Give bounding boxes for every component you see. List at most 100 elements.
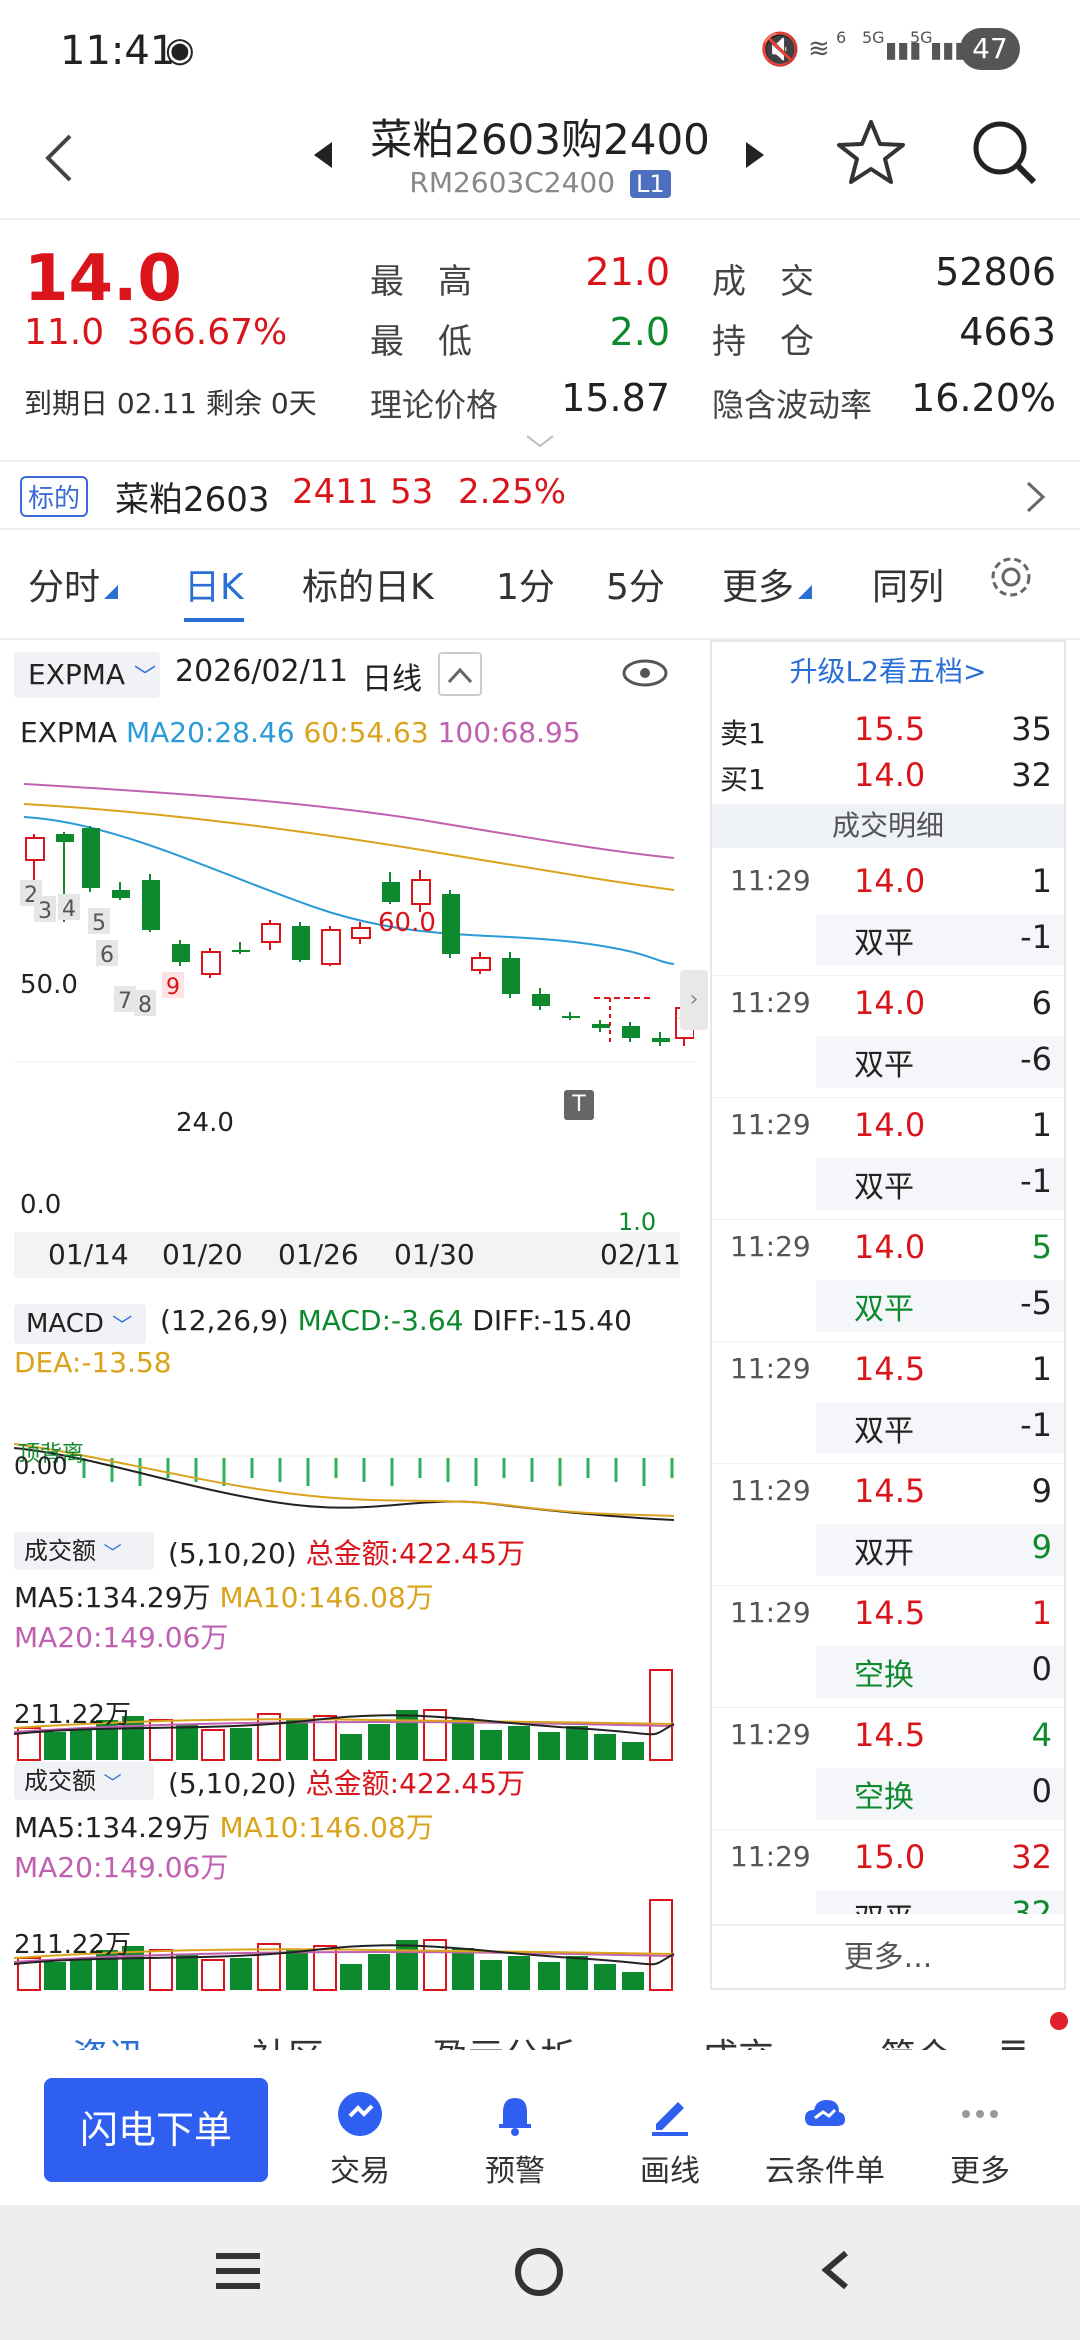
y-label-0: 0.0 (20, 1190, 62, 1220)
high-label: 最 高 (370, 262, 472, 302)
volume-bar-up (149, 1719, 173, 1761)
notification-dot (1050, 2012, 1068, 2030)
candle-number-bg (114, 986, 136, 1012)
volume-bar-down (594, 1734, 616, 1760)
volume-bar-down (622, 1742, 644, 1760)
tab-same-column[interactable]: 同列 (872, 567, 945, 608)
volume-chart-1[interactable] (14, 1662, 680, 1762)
tab-1min[interactable]: 1分 (496, 567, 555, 608)
back-nav-icon[interactable] (814, 2245, 864, 2295)
trade-button[interactable]: 交易 (285, 2090, 435, 2190)
tab-more[interactable]: 更多 (722, 558, 813, 610)
trade-icon (338, 2092, 382, 2136)
volume-bar-up (149, 1949, 173, 1991)
order-book-panel: 升级L2看五档> 卖1 15.5 35 买1 14.0 32 成交明细 11:2… (710, 640, 1066, 1990)
trade-time: 11:29 (730, 1840, 811, 1873)
date-axis: 01/14 01/20 01/26 01/30 02/11 (14, 1232, 681, 1278)
volume-bar-down (286, 1950, 308, 1990)
cloud-order-button[interactable]: 云条件单 (750, 2090, 900, 2190)
ma60-line (23, 803, 675, 891)
expand-chevron-icon[interactable] (525, 434, 555, 450)
battery-badge: 47 (960, 28, 1020, 70)
trade-price: 15.0 (854, 1838, 926, 1876)
search-icon[interactable] (970, 118, 1040, 188)
candle-number-bg (162, 972, 184, 998)
macd-chart[interactable] (14, 1396, 680, 1526)
draw-button[interactable]: 画线 (595, 2090, 745, 2190)
volume-ma-legend-2: MA5:134.29万 MA10:146.08万 (14, 1811, 434, 1844)
trade-price: 14.0 (854, 1106, 926, 1144)
trade-volume: 1 (1031, 862, 1052, 900)
candle-number-bg (134, 990, 156, 1016)
tab-5min[interactable]: 5分 (606, 567, 665, 608)
volume-label: 成 交 (712, 262, 814, 302)
flash-order-button[interactable]: 闪电下单 (44, 2078, 268, 2182)
level-badge: L1 (629, 170, 671, 198)
more-actions-button[interactable]: 更多 (905, 2090, 1055, 2190)
home-icon[interactable] (512, 2245, 566, 2299)
signal-5g-1: 5G (862, 28, 885, 47)
bell-icon (499, 2098, 531, 2136)
volume-bar-down (508, 1726, 530, 1760)
chevron-up-icon (447, 667, 473, 684)
volume-ma20-1: MA20:149.06万 (14, 1621, 229, 1654)
trade-volume: 9 (1031, 1472, 1052, 1510)
candle-number: 5 (92, 911, 106, 936)
trade-time: 11:29 (730, 1474, 811, 1507)
eye-icon[interactable] (620, 656, 670, 690)
y-label-50: 50.0 (20, 970, 78, 1000)
volume-bar-down (566, 1726, 588, 1760)
underlying-change: 53 (390, 472, 434, 512)
contract-code: RM2603C2400 (409, 166, 616, 199)
panel-toggle-handle[interactable]: › (680, 970, 708, 1030)
more-trades-button[interactable]: 更多... (712, 1924, 1064, 1988)
candle-up (471, 957, 491, 971)
collapse-chart-button[interactable] (438, 652, 482, 696)
volume-ma20-2: MA20:149.06万 (14, 1851, 229, 1884)
candle-down (562, 1016, 580, 1018)
tab-underlying-daily-k[interactable]: 标的日K (302, 567, 434, 608)
prev-contract-icon[interactable] (312, 140, 336, 170)
bid-price: 14.0 (854, 756, 926, 794)
settings-gear-icon[interactable] (988, 554, 1034, 600)
macd-dropdown[interactable]: MACD ﹀ (14, 1304, 146, 1344)
upgrade-l2-link[interactable]: 升级L2看五档> (789, 655, 987, 688)
alert-button[interactable]: 预警 (440, 2090, 590, 2190)
trade-oi: 0 (1031, 1650, 1052, 1688)
mid-annotation: 24.0 (176, 1108, 234, 1138)
trade-time: 11:29 (730, 1230, 811, 1263)
volume-ma5-line (14, 1714, 675, 1736)
candle-down (442, 894, 460, 954)
star-icon[interactable] (836, 118, 906, 188)
status-time: 11:41 (60, 28, 176, 74)
tab-timeshare[interactable]: 分时 (28, 558, 119, 610)
volume-bar-down (396, 1940, 418, 1990)
trade-time: 11:29 (730, 864, 811, 897)
volume-chart-2[interactable] (14, 1892, 680, 1992)
wifi-icon: ≋ (808, 34, 830, 64)
tab-daily-k[interactable]: 日K (184, 558, 244, 622)
volume-dropdown-1[interactable]: 成交额 ﹀ (14, 1532, 154, 1570)
trade-volume: 5 (1031, 1228, 1052, 1266)
volume-dropdown-2[interactable]: 成交额 ﹀ (14, 1762, 154, 1800)
trade-type-strip (816, 1158, 1064, 1210)
system-nav-bar (0, 2205, 1080, 2340)
trade-list[interactable]: 11:29 14.0 1 双平 -1 11:29 14.0 6 双平 -6 11:29 14.0 1 双平… (712, 854, 1064, 1914)
candle-down (532, 994, 550, 1006)
trade-type-strip (816, 1280, 1064, 1332)
underlying-row[interactable]: 标的 菜粕2603 2411 53 2.25% (0, 462, 1080, 530)
recent-apps-icon[interactable] (214, 2249, 262, 2293)
next-contract-icon[interactable] (742, 140, 766, 170)
trade-type: 双开 (854, 1536, 914, 1571)
volume-legend-1: (5,10,20) 总金额:422.45万 (168, 1537, 526, 1570)
candle-number: 6 (100, 943, 114, 968)
app-header: 菜粕2603购2400 RM2603C2400 L1 (0, 100, 1080, 220)
trade-oi: -5 (1020, 1284, 1052, 1322)
volume-bar-down (70, 1730, 92, 1760)
underlying-price: 2411 (292, 472, 379, 512)
oi-value: 4663 (959, 310, 1056, 354)
back-icon[interactable] (40, 128, 80, 188)
indicator-dropdown[interactable]: EXPMA ﹀ (14, 652, 160, 698)
macd-zero-label: 0.00 (14, 1452, 68, 1480)
